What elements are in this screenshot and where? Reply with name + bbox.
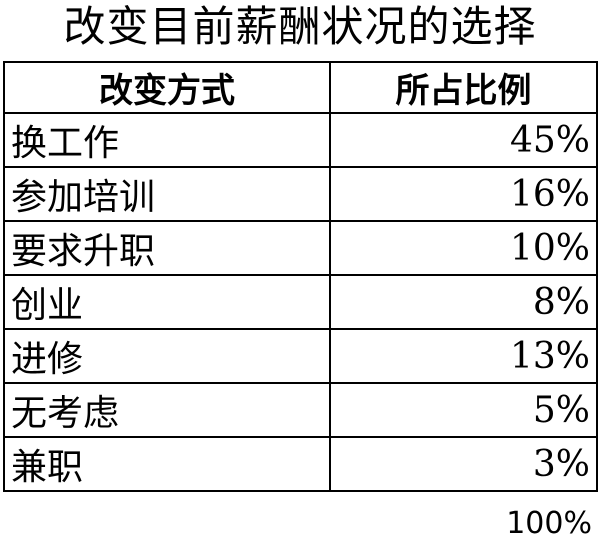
table-row: 参加培训 16%	[3, 166, 598, 222]
share-cell: 45%	[329, 112, 598, 168]
table-row: 进修 13%	[3, 328, 598, 384]
method-cell: 要求升职	[3, 220, 331, 276]
method-cell: 无考虑	[3, 382, 331, 438]
table-row: 创业 8%	[3, 274, 598, 330]
method-cell: 兼职	[3, 436, 331, 492]
header-row: 改变方式 所占比例	[3, 61, 598, 114]
table-row: 换工作 45%	[3, 112, 598, 168]
method-cell: 参加培训	[3, 166, 331, 222]
header-share: 所占比例	[329, 61, 598, 114]
share-cell: 10%	[329, 220, 598, 276]
table-row: 要求升职 10%	[3, 220, 598, 276]
header-method: 改变方式	[3, 61, 331, 114]
method-cell: 换工作	[3, 112, 331, 168]
table-row: 无考虑 5%	[3, 382, 598, 438]
share-cell: 3%	[329, 436, 598, 492]
share-cell: 5%	[329, 382, 598, 438]
share-cell: 16%	[329, 166, 598, 222]
method-cell: 进修	[3, 328, 331, 384]
share-cell: 13%	[329, 328, 598, 384]
method-cell: 创业	[3, 274, 331, 330]
total-value: 100%	[506, 506, 592, 541]
table-title: 改变目前薪酬状况的选择	[63, 2, 537, 51]
share-cell: 8%	[329, 274, 598, 330]
data-table: 改变方式 所占比例 换工作 45% 参加培训 16% 要求升职 10% 创业 8% 进修 13% 无…	[3, 61, 598, 492]
table-row: 兼职 3%	[3, 436, 598, 492]
